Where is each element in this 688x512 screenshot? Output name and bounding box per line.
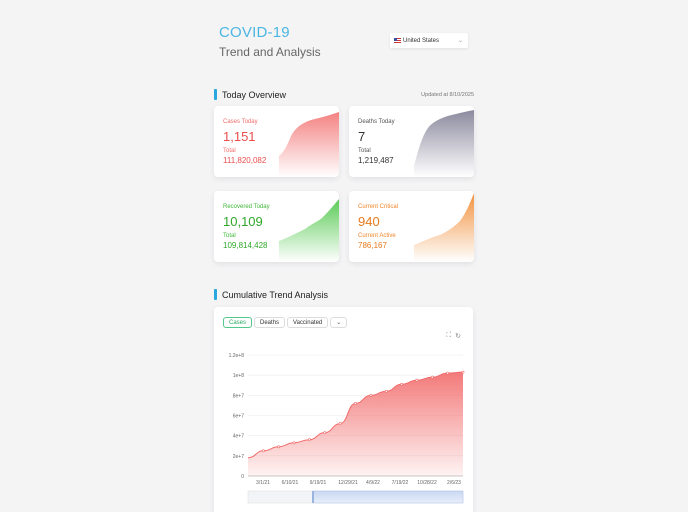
- x-tick-label: 12/29/21: [338, 480, 358, 486]
- y-tick-label: 2e+7: [233, 454, 244, 460]
- country-select[interactable]: United States ⌄: [390, 33, 468, 48]
- cases-total-label: Total: [223, 148, 236, 154]
- zoom-icon[interactable]: ⛶: [446, 332, 452, 339]
- x-tick-label: 7/19/22: [392, 480, 409, 486]
- y-tick-label: 1e+8: [233, 373, 244, 379]
- data-point[interactable]: [430, 375, 434, 379]
- recovered-card: Recovered Today 10,109 Total 109,814,428: [214, 191, 339, 262]
- metric-tabs: Cases Deaths Vaccinated ⌄: [223, 317, 348, 328]
- data-point[interactable]: [369, 393, 373, 397]
- deaths-total-value: 1,219,487: [358, 156, 394, 165]
- slider-handle-left[interactable]: [312, 491, 314, 503]
- trend-title: Cumulative Trend Analysis: [222, 289, 329, 300]
- recovered-today-value: 10,109: [223, 214, 263, 229]
- data-point[interactable]: [292, 441, 296, 445]
- cases-card: Cases Today 1,151 Total 111,820,082: [214, 106, 339, 177]
- y-tick-label: 4e+7: [233, 434, 244, 440]
- country-select-value: United States: [403, 37, 440, 44]
- x-tick-label: 3/1/21: [256, 480, 270, 486]
- deaths-today-label: Deaths Today: [358, 119, 395, 125]
- data-point[interactable]: [400, 382, 403, 386]
- y-tick-label: 0: [241, 474, 244, 480]
- critical-card: Current Critical 940 Current Active 786,…: [349, 191, 474, 262]
- deaths-today-value: 7: [358, 129, 366, 144]
- tab-vaccinated[interactable]: Vaccinated: [287, 317, 329, 328]
- overview-section-header: Today Overview: [214, 89, 286, 100]
- data-point[interactable]: [338, 422, 342, 425]
- x-tick-label: 10/28/22: [417, 480, 437, 486]
- x-tick-label: 6/10/21: [282, 480, 299, 486]
- data-zoom-slider[interactable]: [247, 490, 464, 504]
- recovered-sparkline: [279, 199, 339, 262]
- x-tick-label: 9/19/21: [310, 480, 327, 486]
- app-title: COVID-19: [219, 24, 290, 41]
- data-point[interactable]: [261, 449, 265, 453]
- data-point[interactable]: [384, 389, 388, 393]
- deaths-card: Deaths Today 7 Total 1,219,487: [349, 106, 474, 177]
- restore-icon[interactable]: ↻: [455, 333, 461, 340]
- app-header: COVID-19 Trend and Analysis: [219, 24, 321, 60]
- data-point[interactable]: [277, 445, 281, 449]
- recovered-total-label: Total: [223, 233, 236, 239]
- cumulative-trend-chart: 0 2e+7 4e+7 6e+7 8e+7 1e+8 1.2e+8 3/1/21 6/10/2…: [229, 353, 465, 504]
- x-tick-label: 4/9/22: [366, 480, 380, 486]
- tab-deaths[interactable]: Deaths: [254, 317, 286, 328]
- data-point[interactable]: [415, 378, 419, 382]
- chevron-down-icon: ⌄: [336, 320, 342, 326]
- cases-total-value: 111,820,082: [223, 156, 267, 165]
- recovered-total-value: 109,814,428: [223, 241, 268, 250]
- data-point[interactable]: [323, 431, 327, 435]
- data-point[interactable]: [446, 371, 450, 375]
- cases-sparkline: [279, 112, 339, 177]
- critical-label: Current Critical: [358, 204, 399, 210]
- active-value: 786,167: [358, 241, 387, 250]
- cases-area: [248, 372, 463, 476]
- data-point[interactable]: [354, 402, 357, 405]
- section-accent-bar: [214, 89, 217, 100]
- data-point[interactable]: [308, 438, 311, 442]
- more-tabs-dropdown[interactable]: ⌄: [330, 317, 348, 328]
- chevron-down-icon: ⌄: [457, 38, 463, 44]
- recovered-today-label: Recovered Today: [223, 204, 270, 210]
- x-tick-label: 2/6/23: [447, 480, 461, 486]
- cases-today-label: Cases Today: [223, 119, 258, 125]
- us-flag-icon: [394, 38, 401, 43]
- tab-cases[interactable]: Cases: [223, 317, 253, 328]
- trend-section-header: Cumulative Trend Analysis: [214, 289, 328, 300]
- updated-timestamp: Updated at 8/10/2025: [421, 92, 474, 98]
- critical-value: 940: [358, 214, 380, 229]
- slider-selection[interactable]: [312, 490, 464, 504]
- cases-today-value: 1,151: [223, 129, 256, 144]
- data-point[interactable]: [461, 370, 465, 374]
- app-subtitle: Trend and Analysis: [219, 45, 321, 59]
- y-tick-label: 8e+7: [233, 393, 244, 399]
- section-accent-bar: [214, 289, 217, 300]
- deaths-total-label: Total: [358, 148, 371, 154]
- overview-title: Today Overview: [222, 89, 287, 100]
- chart-toolbox: ⛶ ↻: [442, 332, 461, 340]
- deaths-sparkline: [414, 110, 474, 177]
- active-label: Current Active: [358, 233, 396, 239]
- y-tick-label: 6e+7: [233, 414, 244, 420]
- y-tick-label: 1.2e+8: [229, 353, 245, 359]
- critical-sparkline: [414, 193, 474, 262]
- trend-panel: Cases Deaths Vaccinated ⌄ ⛶ ↻ 0 2e+7 4e+7 6…: [214, 307, 473, 512]
